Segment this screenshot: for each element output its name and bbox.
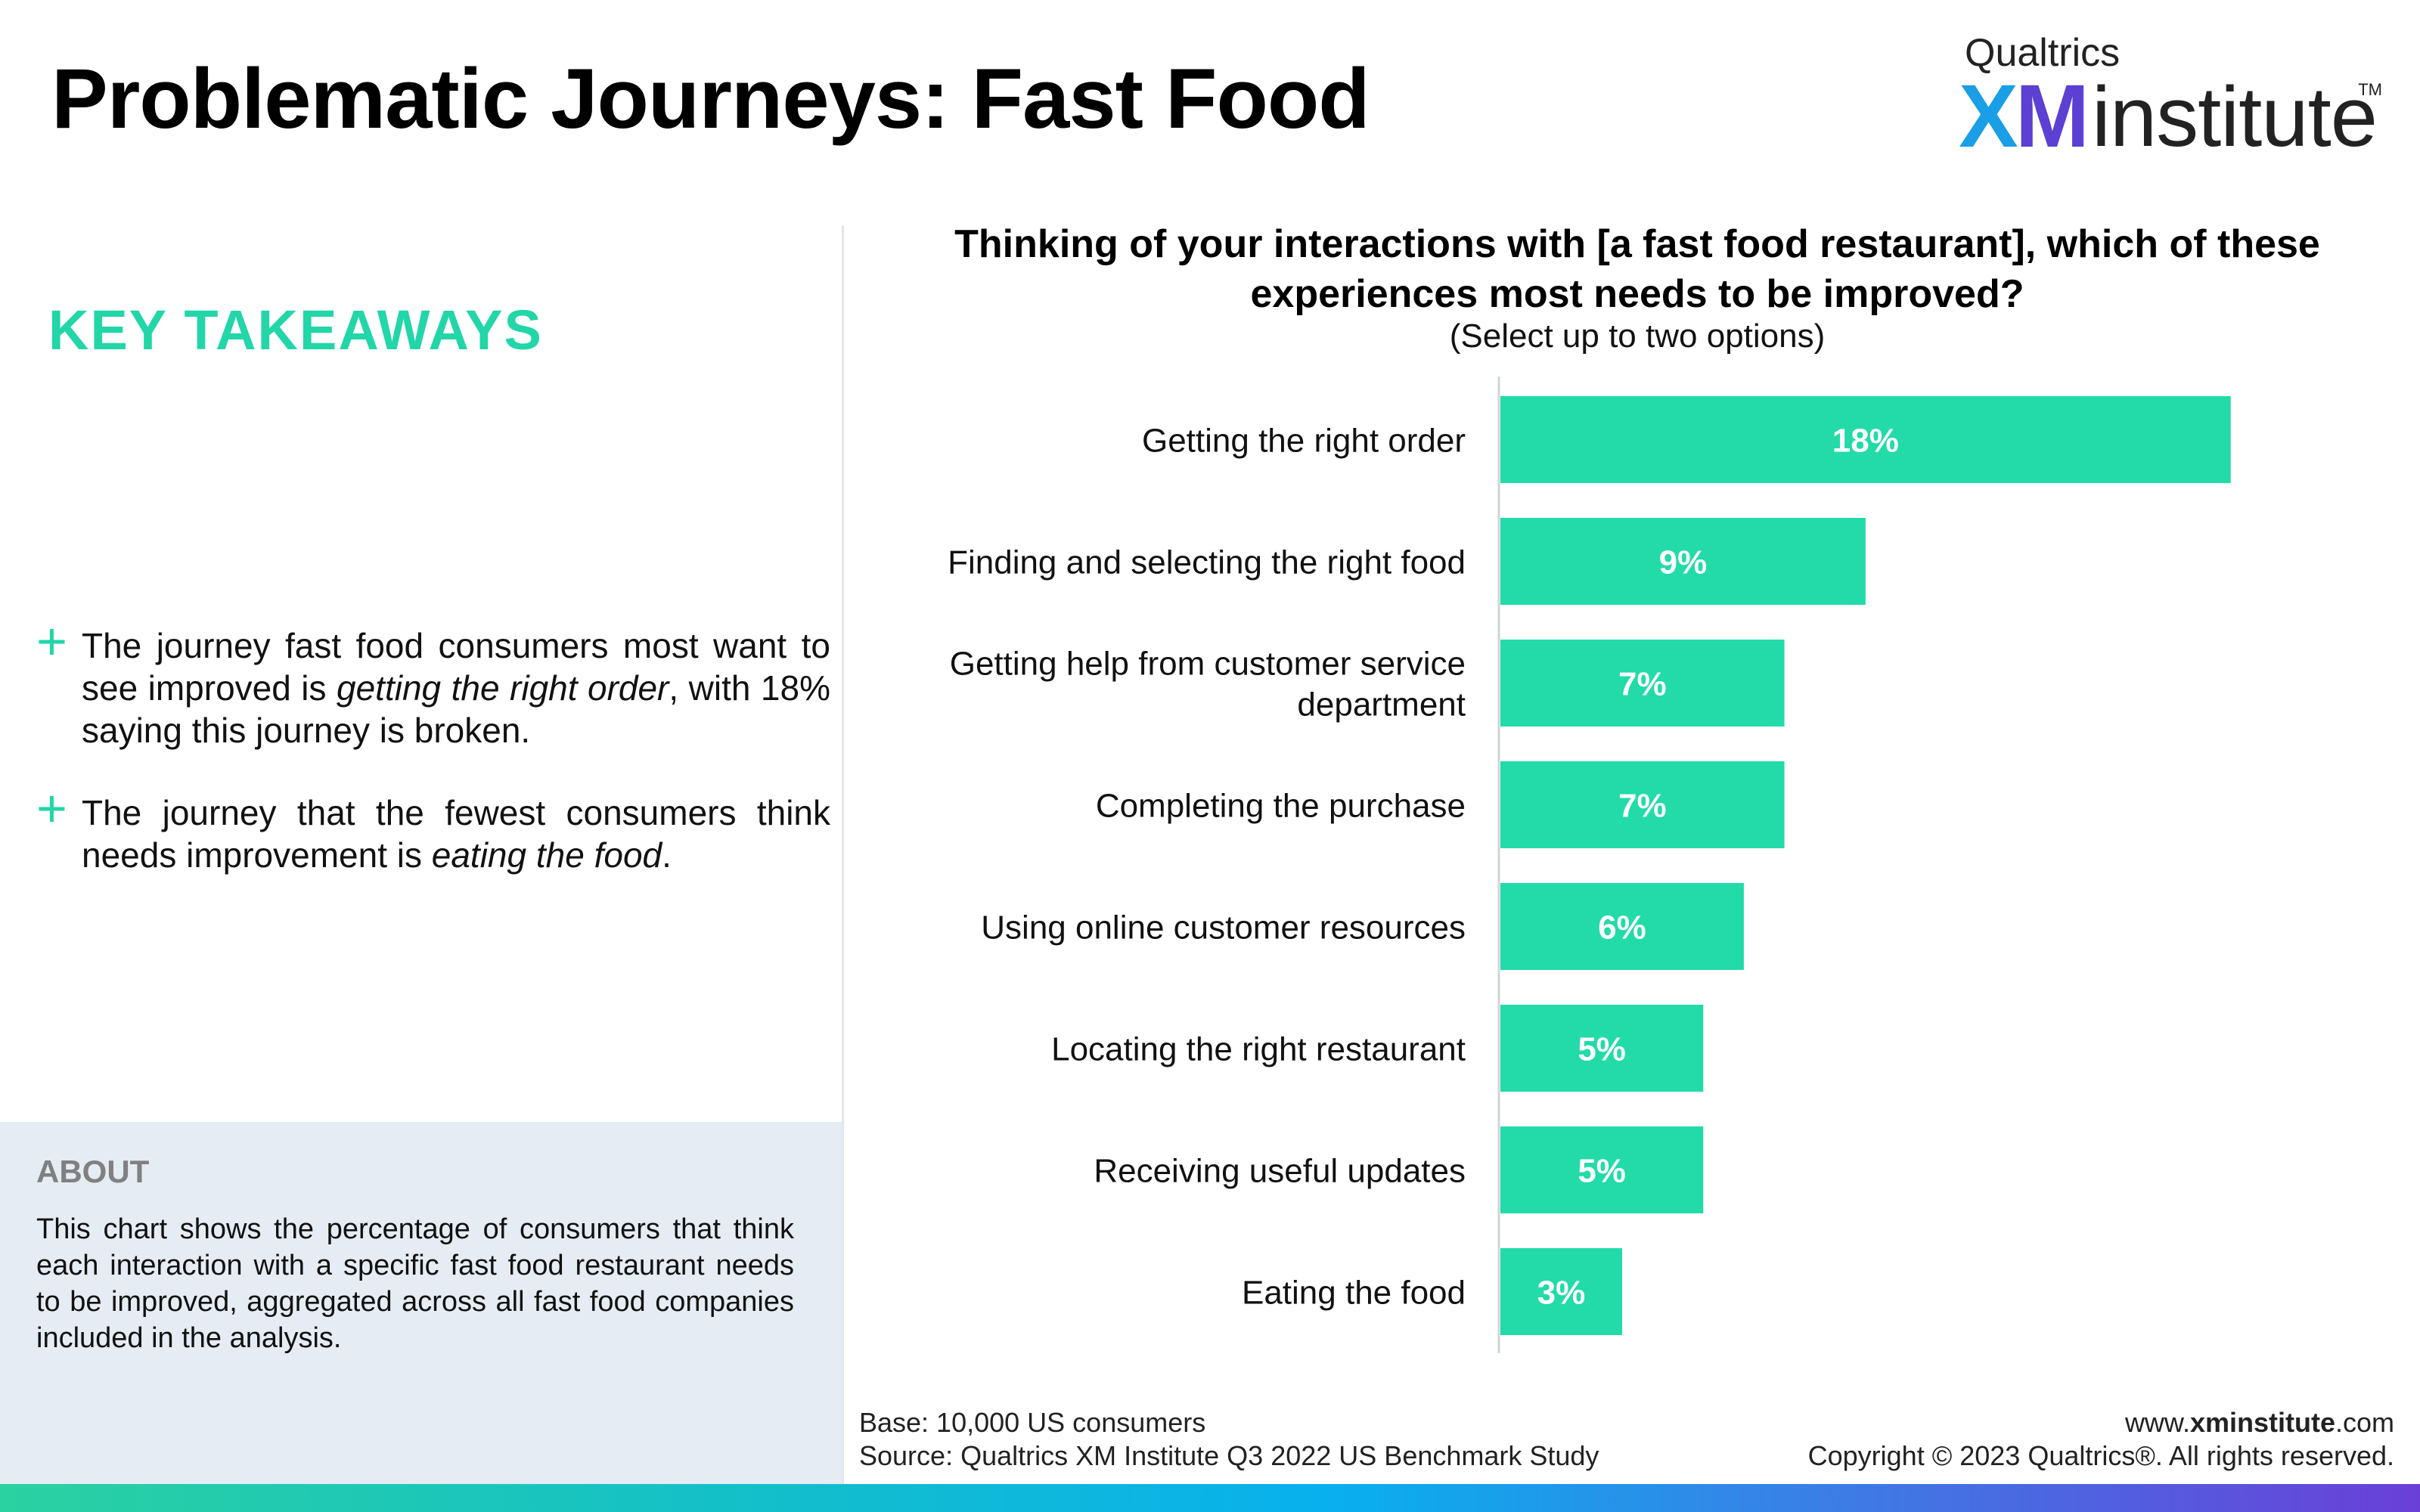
takeaway-text-part: The journey fast food consumers most wan… [82, 626, 830, 708]
category-label: Eating the food [1242, 1275, 1466, 1312]
bar-chart: 18% Getting the right order 9% Finding and … [948, 376, 2231, 1353]
panel-divider [842, 225, 844, 1484]
bar [1500, 1248, 1622, 1335]
xm-institute-logo: Qualtrics XM institute TM [1959, 30, 2382, 166]
category-label: Using online customer resources [981, 909, 1466, 947]
about-panel: ABOUT This chart shows the percentage of… [0, 1122, 842, 1484]
category-label: Receiving useful updates [1094, 1153, 1466, 1190]
bar [1500, 640, 1785, 727]
plus-icon: + [36, 779, 67, 838]
takeaway-text-part: The journey that the fewest consumers th… [82, 793, 830, 875]
bar-value-label: 5% [1578, 1031, 1626, 1068]
bar-value-label: 9% [1659, 544, 1708, 581]
key-takeaways-heading: KEY TAKEAWAYS [48, 299, 543, 361]
about-text: This chart shows the percentage of consu… [36, 1213, 794, 1354]
footer-base: Base: 10,000 US consumers [859, 1407, 1206, 1438]
bar-value-label: 7% [1618, 666, 1667, 703]
footer-copyright: www.xminstitute.com Copyright © 2023 Qua… [1808, 1406, 2394, 1473]
bar [1500, 396, 2231, 483]
bar [1500, 761, 1785, 848]
plus-icon: + [36, 612, 67, 671]
takeaway-emphasis: eating the food [431, 835, 662, 875]
bar-value-label: 18% [1832, 423, 1899, 460]
bar-value-label: 7% [1618, 788, 1667, 825]
url-domain: xminstitute [2189, 1407, 2335, 1438]
logo-institute: institute [2092, 70, 2378, 164]
footer-source-text: Source: Qualtrics XM Institute Q3 2022 U… [859, 1440, 1599, 1471]
category-label: Getting the right order [1142, 423, 1466, 460]
bar [1500, 883, 1744, 970]
footer-url[interactable]: www.xminstitute.com [1808, 1406, 2394, 1439]
category-label: Finding and selecting the right food [948, 544, 1466, 581]
bar [1500, 518, 1866, 605]
copyright-text: Copyright © 2023 Qualtrics®. All rights … [1807, 1440, 2394, 1471]
bar [1500, 1005, 1704, 1092]
chart-subtitle: (Select up to two options) [1449, 318, 1826, 355]
url-suffix: .com [2335, 1407, 2394, 1438]
bar [1500, 1126, 1704, 1213]
category-label: Locating the right restaurant [1051, 1031, 1466, 1068]
logo-x: X [1959, 67, 2018, 166]
url-prefix: www. [2124, 1407, 2190, 1438]
category-label: department [1297, 686, 1466, 723]
takeaway-text-part: . [662, 835, 672, 875]
logo-m: M [2015, 67, 2090, 166]
chart-title: Thinking of your interactions with [a fa… [954, 222, 2320, 316]
takeaway-text: The journey that the fewest consumers th… [82, 792, 830, 876]
category-label: Completing the purchase [1096, 788, 1466, 825]
bar-value-label: 3% [1537, 1275, 1586, 1312]
bar-value-label: 5% [1578, 1153, 1626, 1190]
takeaway-text: The journey fast food consumers most wan… [82, 624, 830, 751]
bottom-gradient-band [0, 1484, 2420, 1512]
about-heading: ABOUT [36, 1154, 150, 1189]
footer-source: Base: 10,000 US consumers Source: Qualtr… [859, 1406, 1599, 1473]
logo-brand: Qualtrics [1965, 31, 2121, 75]
logo-xm: XM [1959, 65, 2090, 168]
bar-value-label: 6% [1598, 909, 1646, 947]
takeaway-text-part: , with 18% saying this journey is broken… [82, 668, 830, 750]
logo-trademark: TM [2358, 80, 2382, 99]
category-label: Getting help from customer service [950, 646, 1466, 683]
page-title: Problematic Journeys: Fast Food [51, 51, 1370, 146]
takeaway-emphasis: getting the right order [337, 668, 669, 708]
